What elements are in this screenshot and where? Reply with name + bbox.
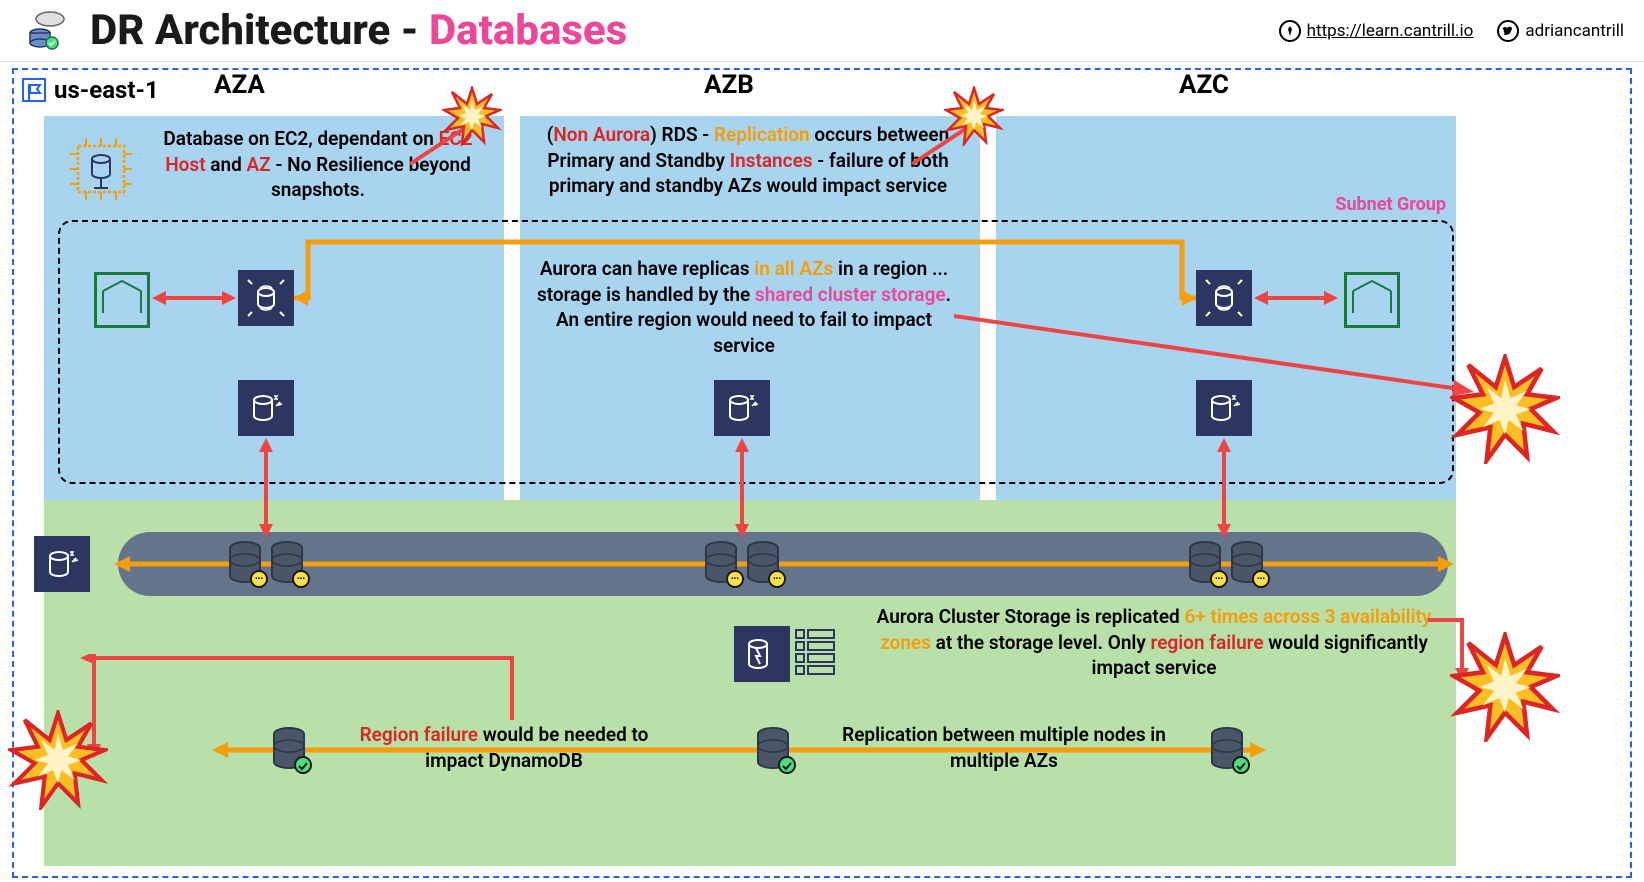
compass-icon <box>1279 20 1301 42</box>
explosion-icon <box>8 710 108 810</box>
aurora-db-icon <box>714 380 770 436</box>
arrow-aurora-storage-a <box>258 438 274 538</box>
explosion-icon <box>442 86 502 146</box>
subnet-group-label: Subnet Group <box>1335 194 1446 215</box>
text-cluster-storage: Aurora Cluster Storage is replicated 6+ … <box>874 604 1434 681</box>
db-node-icon <box>270 726 308 770</box>
twitter-icon <box>1497 20 1519 42</box>
explosion-icon <box>944 86 1004 146</box>
explosion-icon <box>1450 354 1560 464</box>
header-links: https://learn.cantrill.io adriancantrill <box>1279 20 1624 42</box>
text-rds: (Non Aurora) RDS - Replication occurs be… <box>538 122 958 199</box>
arrow-aurora-storage-b <box>734 438 750 538</box>
region-container: us-east-1 AZA AZB AZC Subnet Group Datab… <box>12 68 1632 878</box>
rds-instance-icon <box>238 270 294 326</box>
flag-icon <box>22 78 46 102</box>
arrow-app-rds-a <box>152 290 236 306</box>
list-icon <box>794 626 838 682</box>
az-label-a: AZA <box>214 70 265 100</box>
page-header: DR Architecture - Databases https://lear… <box>0 0 1644 62</box>
aurora-db-icon <box>238 380 294 436</box>
az-label-c: AZC <box>1179 70 1229 100</box>
arrow-app-rds-c <box>1254 290 1338 306</box>
page-title: DR Architecture - Databases <box>90 6 1279 55</box>
link-site[interactable]: https://learn.cantrill.io <box>1279 20 1474 42</box>
aurora-db-icon <box>1196 380 1252 436</box>
db-pair: ••• ••• <box>226 540 306 584</box>
explosion-icon <box>1450 632 1560 742</box>
app-box-icon <box>94 272 150 328</box>
db-pair: ••• ••• <box>702 540 782 584</box>
dynamodb-icon <box>734 626 790 682</box>
link-twitter[interactable]: adriancantrill <box>1497 20 1624 42</box>
az-label-b: AZB <box>704 70 754 100</box>
app-box-icon <box>1344 272 1400 328</box>
ec2-chip-icon <box>66 134 136 204</box>
region-label: us-east-1 <box>22 76 159 104</box>
rds-replication-arrow <box>294 236 1196 306</box>
db-pair: ••• ••• <box>1186 540 1266 584</box>
rds-instance-icon <box>1196 270 1252 326</box>
arrow-aurora-storage-c <box>1216 438 1232 538</box>
logo-icon <box>20 11 70 51</box>
db-node-icon <box>754 726 792 770</box>
storage-icon <box>34 536 90 592</box>
db-node-icon <box>1208 726 1246 770</box>
